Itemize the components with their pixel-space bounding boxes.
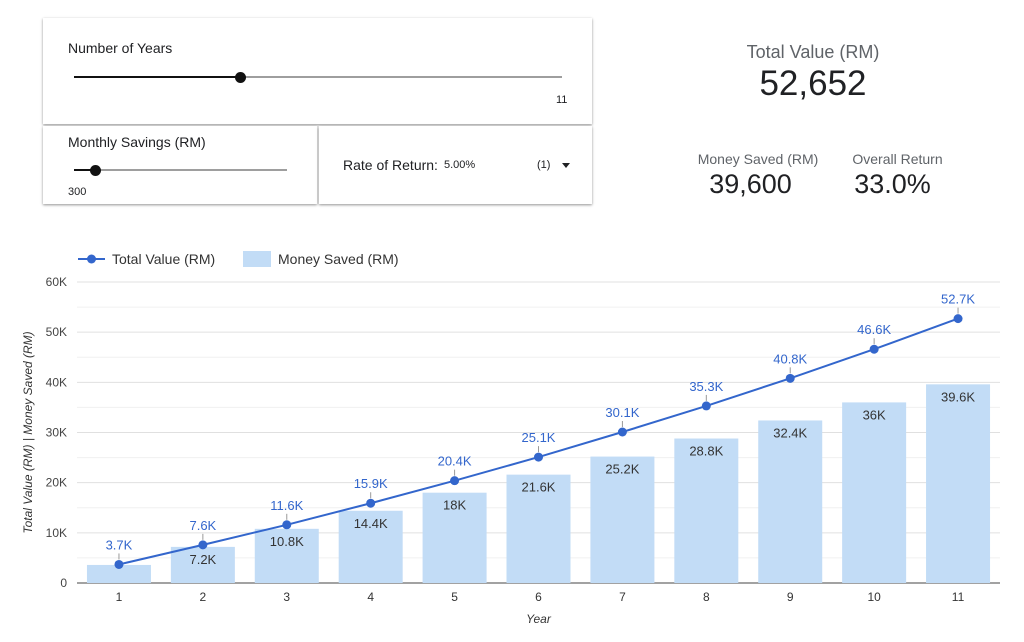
bar <box>506 474 571 583</box>
line-data-label: 46.6K <box>857 322 891 337</box>
line-data-label: 7.6K <box>189 518 216 533</box>
money-saved-amount: 39,600 <box>709 169 792 199</box>
x-tick-label: 6 <box>535 590 542 604</box>
y-tick-label: 30K <box>46 426 67 440</box>
bar-data-label: 36K <box>863 407 886 422</box>
bar-data-label: 10.8K <box>270 534 304 549</box>
bar-data-label: 7.2K <box>189 552 216 567</box>
bar <box>590 456 655 583</box>
rate-value: 5.00% <box>444 159 476 171</box>
bar <box>926 384 991 583</box>
x-tick-label: 5 <box>451 590 458 604</box>
bar <box>170 546 235 583</box>
y-tick-label: 0 <box>60 576 67 590</box>
years-slider-fill <box>74 76 240 78</box>
line-data-label: 20.4K <box>438 454 472 469</box>
x-tick-label: 2 <box>200 590 207 604</box>
y-tick-label: 40K <box>46 375 67 389</box>
line-point <box>534 452 543 462</box>
dropdown-caret-icon[interactable] <box>562 163 570 168</box>
x-tick-label: 9 <box>787 590 794 604</box>
bar <box>674 438 739 583</box>
rate-label: Rate of Return: <box>343 157 438 173</box>
x-tick-label: 11 <box>952 590 965 604</box>
line-data-label: 15.9K <box>354 476 388 491</box>
line-data-label: 40.8K <box>773 351 807 366</box>
line-point <box>785 373 795 383</box>
line-data-label: 3.7K <box>106 537 133 552</box>
line-point <box>869 344 879 354</box>
rate-control-card[interactable]: Rate of Return: 5.00% (1) <box>319 126 592 204</box>
y-tick-label: 60K <box>46 275 67 289</box>
years-label: Number of Years <box>68 40 173 56</box>
line-data-label: 11.6K <box>270 498 303 513</box>
bar <box>422 492 487 583</box>
bar <box>254 528 319 583</box>
line-data-label: 25.1K <box>522 430 556 445</box>
bar-data-label: 21.6K <box>522 480 556 495</box>
x-tick-label: 3 <box>283 590 290 604</box>
savings-growth-chart: 7.2K 10.8K 14.4K 18K 21.6K 25.2K 28.8K 32.4K 36K… <box>21 251 1000 626</box>
years-slider-track[interactable] <box>74 76 562 78</box>
x-tick-label: 8 <box>703 590 710 604</box>
years-control-card: Number of Years 11 <box>43 18 592 124</box>
bar <box>842 402 907 583</box>
bar-data-label: 25.2K <box>605 462 639 477</box>
line-point <box>114 559 124 569</box>
bar-data-label: 39.6K <box>941 389 975 404</box>
x-tick-label: 10 <box>867 590 881 604</box>
legend-label-total-value: Total Value (RM) <box>112 251 215 267</box>
y-tick-label: 10K <box>46 526 67 540</box>
savings-slider-thumb[interactable] <box>90 165 101 176</box>
rate-selection-count: (1) <box>537 159 551 171</box>
bar-data-label: 14.4K <box>354 516 388 531</box>
y-axis-title: Total Value (RM) | Money Saved (RM) <box>21 331 35 533</box>
line-point <box>450 476 460 486</box>
bar <box>758 420 823 583</box>
line-point <box>617 427 627 437</box>
bar-data-label: 28.8K <box>689 444 723 459</box>
line-data-label: 30.1K <box>605 405 639 420</box>
line-point <box>282 520 292 530</box>
bar <box>338 510 403 583</box>
savings-value: 300 <box>68 186 87 198</box>
savings-slider-fill <box>74 169 95 171</box>
line-data-label: 52.7K <box>941 292 975 307</box>
line-data-label: 35.3K <box>689 379 723 394</box>
savings-slider-track[interactable] <box>74 169 287 171</box>
savings-label: Monthly Savings (RM) <box>68 134 206 150</box>
total-value-title: Total Value (RM) <box>746 42 880 62</box>
y-tick-label: 20K <box>46 476 67 490</box>
years-slider-thumb[interactable] <box>235 72 246 83</box>
bar-data-label: 32.4K <box>773 425 807 440</box>
legend-label-money-saved: Money Saved (RM) <box>278 251 399 267</box>
x-tick-label: 7 <box>619 590 626 604</box>
line-point <box>701 401 711 411</box>
x-tick-label: 1 <box>116 590 123 604</box>
line-point <box>953 314 963 324</box>
overall-return-amount: 33.0% <box>854 169 931 199</box>
years-value: 11 <box>556 94 568 106</box>
bar-data-label: 18K <box>443 498 466 513</box>
bar <box>86 564 151 583</box>
line-point <box>198 540 208 550</box>
x-axis-title: Year <box>526 612 552 626</box>
total-value-amount: 52,652 <box>759 64 867 103</box>
y-tick-label: 50K <box>46 325 67 339</box>
legend-line-marker <box>87 254 96 264</box>
money-saved-title: Money Saved (RM) <box>697 151 819 167</box>
line-point <box>366 498 376 508</box>
savings-control-card: Monthly Savings (RM) 300 <box>43 126 317 204</box>
legend-bar-swatch <box>243 251 271 267</box>
x-tick-label: 4 <box>367 590 374 604</box>
overall-return-title: Overall Return <box>852 151 943 167</box>
